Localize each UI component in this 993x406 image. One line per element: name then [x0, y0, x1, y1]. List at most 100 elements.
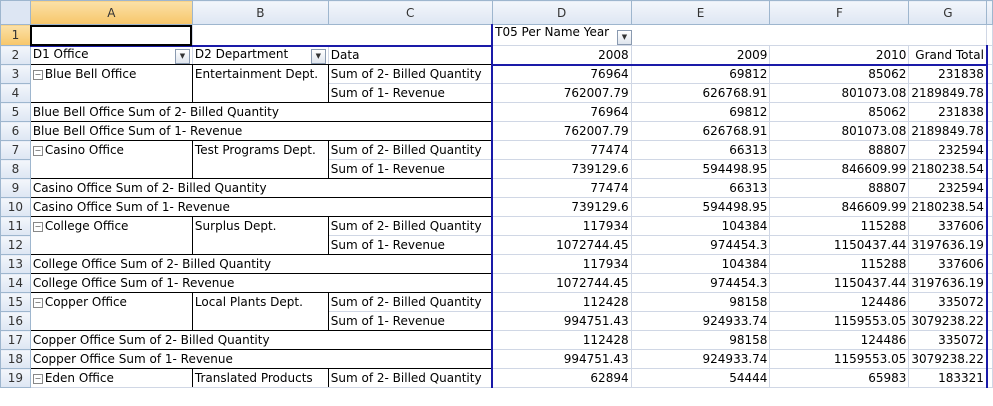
value-cell[interactable]: 974454.3 — [630, 235, 771, 255]
department-cell[interactable] — [191, 83, 329, 103]
collapse-icon[interactable]: − — [32, 222, 43, 232]
subtotal-label[interactable]: Casino Office Sum of 1- Revenue — [29, 197, 493, 217]
data-label[interactable]: Sum of 2- Billed Quantity — [327, 64, 493, 84]
subtotal-label[interactable]: Casino Office Sum of 2- Billed Quantity — [29, 178, 493, 198]
row-number[interactable]: 4 — [0, 83, 31, 103]
row-number[interactable]: 2 — [0, 45, 31, 65]
grand-total-value[interactable]: 337606 — [908, 216, 988, 236]
office-cell[interactable] — [29, 235, 193, 255]
office-cell[interactable] — [29, 159, 193, 179]
grand-total-value[interactable]: 232594 — [908, 140, 988, 160]
value-cell[interactable]: 76964 — [491, 102, 632, 122]
value-cell[interactable]: 112428 — [491, 292, 632, 312]
value-cell[interactable]: 801073.08 — [769, 83, 910, 103]
row-number[interactable]: 11 — [0, 216, 31, 236]
value-cell[interactable]: 594498.95 — [630, 197, 771, 217]
value-cell[interactable]: 104384 — [630, 216, 771, 236]
row-number[interactable]: 1 — [0, 24, 31, 46]
row-number[interactable]: 5 — [0, 102, 31, 122]
grand-total-value[interactable]: 3079238.22 — [908, 311, 988, 331]
department-cell[interactable] — [191, 235, 329, 255]
office-cell[interactable]: − College Office — [29, 216, 193, 236]
subtotal-label[interactable]: Copper Office Sum of 1- Revenue — [29, 349, 493, 369]
value-cell[interactable]: 626768.91 — [630, 121, 771, 141]
data-label[interactable]: Sum of 2- Billed Quantity — [327, 140, 493, 160]
column-header-b[interactable]: B — [191, 0, 329, 25]
column-header-c[interactable]: C — [327, 0, 493, 25]
department-cell[interactable]: Local Plants Dept. — [191, 292, 329, 312]
value-cell[interactable]: 69812 — [630, 64, 771, 84]
row-number[interactable]: 18 — [0, 349, 31, 369]
grand-total-value[interactable]: 3079238.22 — [908, 349, 988, 369]
value-cell[interactable]: 62894 — [491, 368, 632, 388]
office-cell[interactable]: − Casino Office — [29, 140, 193, 160]
department-cell[interactable]: Entertainment Dept. — [191, 64, 329, 84]
department-cell[interactable] — [191, 311, 329, 331]
collapse-icon[interactable]: − — [32, 146, 43, 156]
row-number[interactable]: 13 — [0, 254, 31, 274]
row-number[interactable]: 8 — [0, 159, 31, 179]
value-cell[interactable]: 117934 — [491, 254, 632, 274]
grand-total-value[interactable]: 232594 — [908, 178, 988, 198]
grand-total-value[interactable]: 231838 — [908, 64, 988, 84]
value-cell[interactable]: 112428 — [491, 330, 632, 350]
value-cell[interactable]: 115288 — [769, 216, 910, 236]
value-cell[interactable]: 115288 — [769, 254, 910, 274]
value-cell[interactable]: 124486 — [769, 292, 910, 312]
grand-total-value[interactable]: 337606 — [908, 254, 988, 274]
filter-dropdown-icon[interactable]: ▼ — [616, 30, 632, 45]
data-label[interactable]: Sum of 1- Revenue — [327, 159, 493, 179]
grand-total-value[interactable]: 231838 — [908, 102, 988, 122]
value-cell[interactable]: 98158 — [630, 292, 771, 312]
grand-total-value[interactable]: 3197636.19 — [908, 273, 988, 293]
value-cell[interactable]: 54444 — [630, 368, 771, 388]
value-cell[interactable]: 762007.79 — [491, 83, 632, 103]
value-cell[interactable]: 994751.43 — [491, 311, 632, 331]
value-cell[interactable]: 88807 — [769, 178, 910, 198]
value-cell[interactable]: 924933.74 — [630, 349, 771, 369]
value-cell[interactable]: 739129.6 — [491, 159, 632, 179]
office-cell[interactable] — [29, 311, 193, 331]
column-header-f[interactable]: F — [769, 0, 910, 25]
value-cell[interactable]: 626768.91 — [630, 83, 771, 103]
row-number[interactable]: 9 — [0, 178, 31, 198]
data-label[interactable]: Sum of 1- Revenue — [327, 83, 493, 103]
grand-total-value[interactable]: 183321 — [908, 368, 988, 388]
row-number[interactable]: 14 — [0, 273, 31, 293]
subtotal-label[interactable]: Blue Bell Office Sum of 1- Revenue — [29, 121, 493, 141]
value-cell[interactable]: 846609.99 — [769, 159, 910, 179]
row-number[interactable]: 17 — [0, 330, 31, 350]
row-number[interactable]: 19 — [0, 368, 31, 388]
office-cell[interactable] — [29, 83, 193, 103]
value-cell[interactable]: 974454.3 — [630, 273, 771, 293]
select-all-corner[interactable] — [0, 0, 31, 25]
value-cell[interactable]: 66313 — [630, 140, 771, 160]
grand-total-value[interactable]: 2189849.78 — [908, 121, 988, 141]
year-header[interactable]: 2009 — [630, 45, 771, 66]
value-cell[interactable]: 1150437.44 — [769, 273, 910, 293]
year-header[interactable]: 2008 — [491, 45, 632, 66]
grand-total-value[interactable]: 3197636.19 — [908, 235, 988, 255]
data-field-header[interactable]: Data — [327, 44, 493, 65]
value-cell[interactable]: 76964 — [491, 64, 632, 84]
data-label[interactable]: Sum of 2- Billed Quantity — [327, 368, 493, 388]
subtotal-label[interactable]: Blue Bell Office Sum of 2- Billed Quanti… — [29, 102, 493, 122]
value-cell[interactable]: 85062 — [769, 64, 910, 84]
subtotal-label[interactable]: College Office Sum of 1- Revenue — [29, 273, 493, 293]
value-cell[interactable]: 104384 — [630, 254, 771, 274]
column-header-d[interactable]: D — [491, 0, 632, 25]
value-cell[interactable]: 124486 — [769, 330, 910, 350]
row-number[interactable]: 12 — [0, 235, 31, 255]
value-cell[interactable]: 69812 — [630, 102, 771, 122]
value-cell[interactable]: 762007.79 — [491, 121, 632, 141]
value-cell[interactable]: 924933.74 — [630, 311, 771, 331]
grand-total-header[interactable]: Grand Total — [908, 45, 988, 66]
value-cell[interactable]: 994751.43 — [491, 349, 632, 369]
column-header-g[interactable]: G — [908, 0, 988, 25]
office-cell[interactable]: − Blue Bell Office — [29, 64, 193, 84]
value-cell[interactable]: 117934 — [491, 216, 632, 236]
value-cell[interactable]: 1072744.45 — [491, 273, 632, 293]
value-cell[interactable]: 846609.99 — [769, 197, 910, 217]
office-cell[interactable]: − Eden Office — [29, 368, 193, 388]
row-number[interactable]: 7 — [0, 140, 31, 160]
